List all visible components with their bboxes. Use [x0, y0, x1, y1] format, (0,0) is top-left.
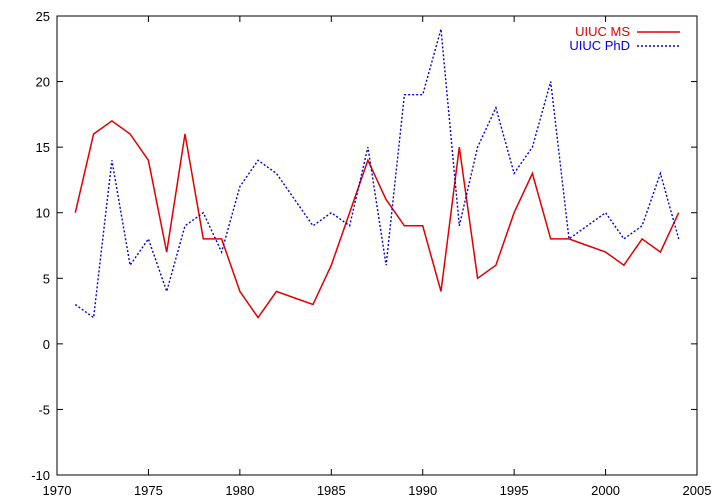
y-tick-label: 10	[36, 206, 50, 221]
x-tick-label: 1970	[43, 483, 72, 498]
y-tick-label: -5	[38, 402, 50, 417]
legend-label: UIUC PhD	[569, 38, 630, 53]
legend-label: UIUC MS	[575, 24, 630, 39]
y-tick-label: 15	[36, 140, 50, 155]
x-tick-label: 2005	[683, 483, 712, 498]
x-tick-label: 2000	[591, 483, 620, 498]
x-tick-label: 1980	[225, 483, 254, 498]
y-tick-label: -10	[31, 468, 50, 483]
x-tick-label: 1985	[317, 483, 346, 498]
x-tick-label: 1995	[500, 483, 529, 498]
y-tick-label: 5	[43, 271, 50, 286]
series-layer	[74, 28, 680, 319]
y-tick-label: 25	[36, 9, 50, 24]
axis-ticks: 1970 1975 1980 1985 1990 1995 2000 2005 -10 -5 0 5 1…	[31, 9, 711, 498]
plot-frame	[56, 15, 698, 476]
series-line-uiuc-phd	[74, 28, 680, 319]
y-tick-label: 20	[36, 75, 50, 90]
x-tick-label: 1990	[408, 483, 437, 498]
y-tick-label: 0	[43, 337, 50, 352]
series-line-uiuc-ms	[74, 119, 680, 319]
x-tick-label: 1975	[134, 483, 163, 498]
